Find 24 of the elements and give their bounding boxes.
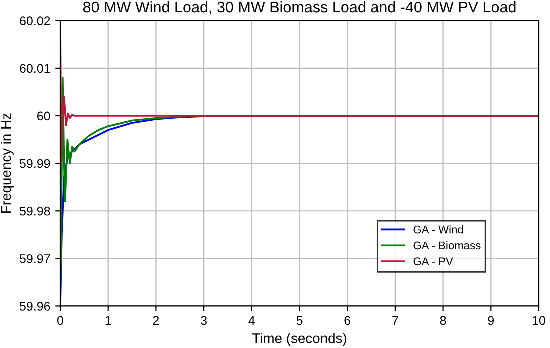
x-tick-label: 8 [440, 316, 446, 326]
x-tick-label: 0 [58, 316, 64, 326]
x-tick-label: 1 [106, 316, 112, 326]
x-tick-label: 10 [533, 316, 546, 326]
x-tick-label: 7 [392, 316, 398, 326]
legend-label: GA - Wind [414, 226, 464, 234]
x-tick-label: 2 [153, 316, 160, 326]
y-tick-label: 59.97 [20, 254, 50, 264]
legend-label: GA - PV [414, 258, 454, 266]
y-tick-label: 59.96 [20, 302, 50, 311]
x-tick-label: 4 [248, 316, 256, 326]
y-tick-label: 59.98 [20, 206, 50, 216]
y-axis-title: Frequency in Hz [1, 114, 14, 213]
x-tick-label: 9 [488, 316, 494, 326]
x-tick-label: 5 [296, 316, 303, 326]
x-tick-label: 3 [201, 316, 207, 326]
x-tick-label: 6 [344, 316, 351, 326]
y-tick-label: 59.99 [20, 159, 50, 168]
chart-title: 80 MW Wind Load, 30 MW Biomass Load and -40 MW PV Load [83, 1, 516, 14]
legend-label: GA - Biomass [414, 241, 481, 250]
y-tick-label: 60.01 [20, 64, 50, 74]
y-tick-label: 60.02 [20, 16, 50, 26]
y-tick-label: 60 [38, 112, 50, 121]
x-axis-title: Time (seconds) [252, 333, 346, 346]
